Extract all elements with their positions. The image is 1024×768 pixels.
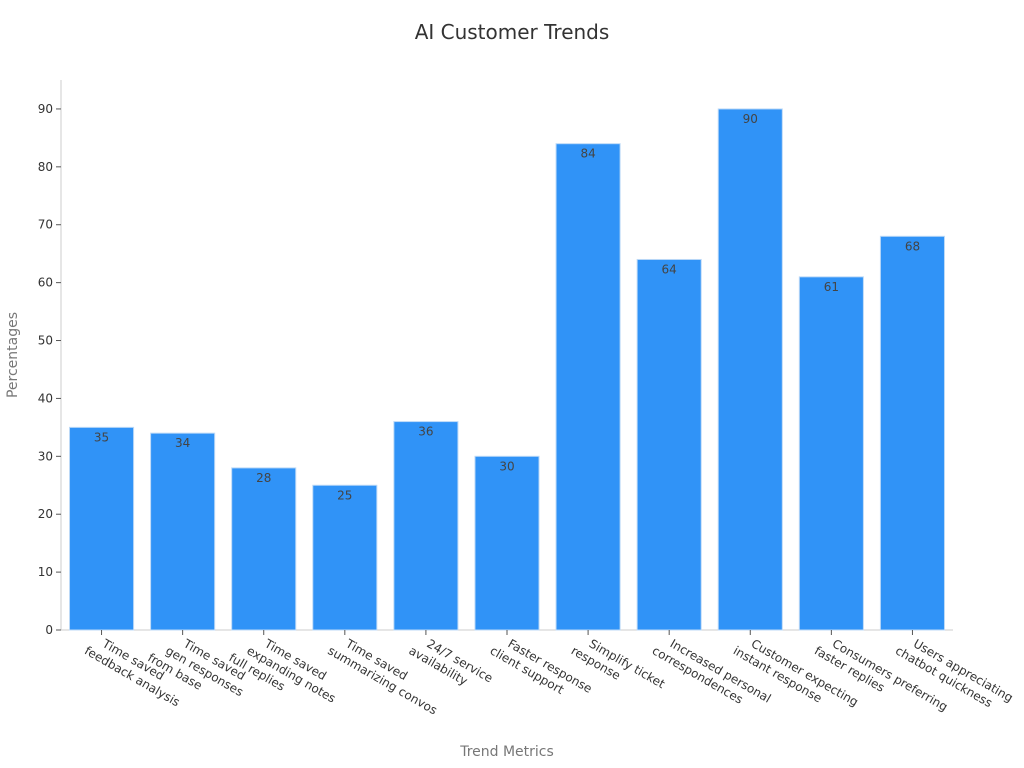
bar-value-label: 28	[256, 471, 271, 485]
x-tick-label: Faster responseclient support	[488, 630, 595, 708]
y-tick-label: 10	[38, 565, 53, 579]
y-tick-label: 0	[45, 623, 53, 637]
bar	[798, 276, 864, 631]
bar	[879, 235, 945, 631]
chart-title: AI Customer Trends	[414, 20, 610, 44]
x-tick-label: Time savedexpanding notesfull replies	[226, 624, 345, 718]
bar	[393, 421, 459, 631]
x-tick-label: 24/7 serviceavailability	[407, 630, 496, 698]
bar	[555, 143, 621, 631]
bar	[717, 108, 783, 631]
bar-value-label: 30	[499, 459, 514, 473]
x-axis-title: Trend Metrics	[459, 744, 554, 760]
bar-value-label: 90	[743, 112, 758, 126]
y-tick-label: 40	[38, 391, 53, 405]
bar	[231, 467, 297, 631]
bar	[474, 455, 540, 631]
y-tick-label: 30	[38, 449, 53, 463]
bar-value-label: 35	[94, 430, 109, 444]
y-axis-title: Percentages	[5, 312, 21, 398]
y-tick-label: 70	[38, 218, 53, 232]
bar	[150, 432, 216, 631]
bar-value-label: 64	[662, 262, 677, 276]
bar-value-label: 34	[175, 436, 190, 450]
bar-value-label: 25	[337, 488, 352, 502]
bar	[636, 258, 702, 631]
bar	[69, 426, 135, 631]
y-tick-label: 50	[38, 334, 53, 348]
y-tick-label: 90	[38, 102, 53, 116]
x-tick-label: Users appreciatingchatbot quickness	[893, 630, 1015, 717]
bar-value-label: 61	[824, 280, 839, 294]
bar-value-label: 36	[418, 425, 433, 439]
y-tick-label: 20	[38, 507, 53, 521]
bar	[312, 484, 378, 631]
bar-value-label: 84	[580, 147, 595, 161]
bar-value-label: 68	[905, 239, 920, 253]
y-tick-label: 80	[38, 160, 53, 174]
y-tick-label: 60	[38, 276, 53, 290]
